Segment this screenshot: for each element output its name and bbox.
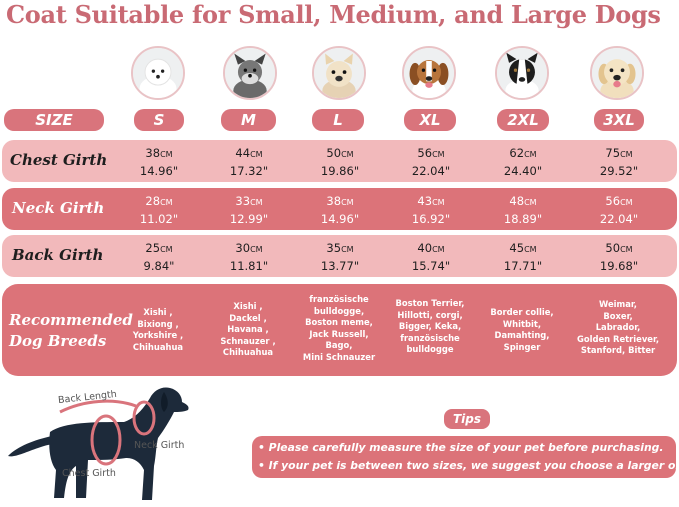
chest-girth-diagram-label: Chest Girth	[62, 468, 116, 479]
breeds-row	[2, 284, 677, 376]
breeds-list-s: Xishi , Bixiong , Yorkshire , Chihuahua	[132, 307, 184, 352]
breeds-list-l: französische bulldogge, Boston meme, Jack R…	[302, 294, 376, 362]
breeds-list-xl: Boston Terrier, Hillotti, corgi, Bigger, K…	[395, 298, 465, 354]
back-girth-row	[2, 235, 677, 277]
size-pill-3xl: 3XL	[594, 109, 644, 131]
chest-cell-xl: 56CM 22.04"	[411, 146, 451, 178]
neck-cell-m: 33CM 12.99"	[229, 194, 269, 226]
neck-girth-row	[2, 188, 677, 230]
chest-cell-s: 38CM 14.96"	[139, 146, 179, 178]
back-cell-s: 25CM 9.84"	[143, 241, 175, 273]
neck-cell-3xl: 56CM 22.04"	[599, 194, 639, 226]
dog-avatar-3xl	[590, 46, 644, 100]
neck-cell-l: 38CM 14.96"	[320, 194, 360, 226]
neck-girth-diagram-label: Neck Girth	[134, 440, 185, 451]
chest-cell-3xl: 75CM 29.52"	[599, 146, 639, 178]
dog-avatar-2xl	[495, 46, 549, 100]
back-cell-3xl: 50CM 19.68"	[599, 241, 639, 273]
back-cell-l: 35CM 13.77"	[320, 241, 360, 273]
tips-box	[252, 436, 676, 478]
size-pill-s: S	[134, 109, 184, 131]
page-title: Coat Suitable for Small, Medium, and Lar…	[6, 0, 661, 29]
size-pill-l: L	[312, 109, 364, 131]
breeds-list-m: Xishi , Dackel , Havana , Schnauzer , Chihua…	[220, 301, 276, 357]
tip-between-sizes: • If your pet is between two sizes, we s…	[258, 459, 679, 472]
size-pill-xl: XL	[404, 109, 456, 131]
chest-cell-2xl: 62CM 24.40"	[503, 146, 543, 178]
breeds-label-line1: Recommended	[9, 311, 133, 329]
tips-label: Tips	[444, 409, 490, 429]
chest-cell-l: 50CM 19.86"	[320, 146, 360, 178]
chest-girth-label: Chest Girth	[10, 151, 108, 169]
dog-avatar-xl	[402, 46, 456, 100]
breeds-label: Recommended Dog Breeds	[9, 310, 133, 352]
size-pill-2xl: 2XL	[497, 109, 549, 131]
chest-girth-row	[2, 140, 677, 182]
breeds-list-3xl: Weimar, Boxer, Labrador, Golden Retriever, S…	[576, 299, 660, 355]
dog-avatar-s	[131, 46, 185, 100]
size-label: SIZE	[4, 109, 104, 131]
breeds-list-2xl: Border collie, Whitbit, Damahting, Spinger	[490, 307, 554, 352]
tip-measure: • Please carefully measure the size of y…	[258, 441, 664, 454]
dog-avatar-l	[312, 46, 366, 100]
size-pill-m: M	[221, 109, 276, 131]
dog-avatar-m	[223, 46, 277, 100]
neck-girth-label: Neck Girth	[12, 199, 105, 217]
back-girth-label: Back Girth	[12, 246, 104, 264]
chest-cell-m: 44CM 17.32"	[229, 146, 269, 178]
dog-measurement-diagram	[8, 387, 189, 500]
back-cell-m: 30CM 11.81"	[229, 241, 269, 273]
back-cell-2xl: 45CM 17.71"	[503, 241, 543, 273]
neck-cell-xl: 43CM 16.92"	[411, 194, 451, 226]
neck-cell-2xl: 48CM 18.89"	[503, 194, 543, 226]
back-cell-xl: 40CM 15.74"	[411, 241, 451, 273]
neck-cell-s: 28CM 11.02"	[139, 194, 179, 226]
breeds-label-line2: Dog Breeds	[9, 332, 107, 350]
